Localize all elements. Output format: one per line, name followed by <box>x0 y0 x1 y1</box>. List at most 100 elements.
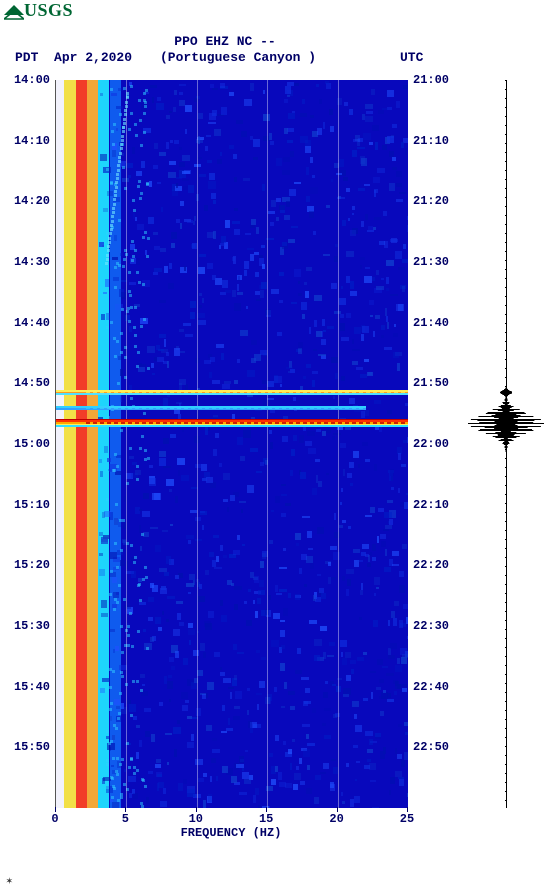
noise-cell <box>373 331 375 337</box>
noise-cell <box>175 575 179 578</box>
noise-cell <box>340 640 347 647</box>
noise-cell <box>253 157 258 160</box>
noise-cell <box>306 167 309 175</box>
event-speck <box>254 391 258 393</box>
noise-cell <box>369 300 374 305</box>
wisp-dot <box>122 130 125 133</box>
noise-cell <box>269 753 272 757</box>
noise-cell <box>248 721 252 728</box>
noise-cell <box>353 139 360 142</box>
noise-cell <box>388 655 396 659</box>
noise-cell <box>372 544 376 551</box>
noise-cell <box>216 776 218 782</box>
noise-cell <box>306 788 311 794</box>
noise-cell <box>133 326 136 329</box>
noise-cell <box>112 577 118 583</box>
noise-cell <box>397 754 402 759</box>
wisp-dot <box>120 143 123 146</box>
noise-cell <box>142 511 150 517</box>
noise-cell <box>208 122 216 124</box>
noise-cell <box>138 367 145 372</box>
seismogram-sample <box>505 467 507 468</box>
noise-cell <box>308 448 316 453</box>
noise-cell <box>288 113 296 119</box>
noise-cell <box>315 597 320 601</box>
wisp-dot <box>110 228 113 231</box>
seismogram-sample <box>505 197 507 198</box>
noise-cell <box>401 464 406 467</box>
noise-cell <box>304 584 307 586</box>
noise-cell <box>106 730 109 733</box>
event-speck <box>121 407 125 409</box>
noise-cell <box>378 110 385 114</box>
xtick-label: 20 <box>329 812 343 826</box>
noise-cell <box>306 364 310 368</box>
noise-cell <box>298 293 302 296</box>
noise-cell <box>119 692 122 695</box>
noise-cell <box>158 349 164 351</box>
noise-cell <box>391 611 395 618</box>
noise-cell <box>350 483 352 486</box>
noise-cell <box>101 600 108 608</box>
noise-cell <box>141 778 144 781</box>
noise-cell <box>106 736 108 739</box>
ytick-right: 22:20 <box>413 558 455 572</box>
ytick-left: 15:20 <box>10 558 50 572</box>
noise-cell <box>371 89 375 95</box>
noise-cell <box>275 496 280 503</box>
usgs-logo: USGS <box>4 0 73 21</box>
event-speck <box>317 391 321 393</box>
noise-cell <box>133 793 138 799</box>
noise-cell <box>128 271 131 274</box>
noise-cell <box>290 369 295 373</box>
noise-cell <box>293 397 296 401</box>
noise-cell <box>129 447 132 450</box>
noise-cell <box>116 757 119 760</box>
noise-cell <box>271 640 279 647</box>
noise-cell <box>287 140 292 144</box>
noise-cell <box>386 316 389 322</box>
event-speck <box>303 391 307 393</box>
noise-cell <box>213 449 217 456</box>
noise-cell <box>396 199 403 202</box>
noise-cell <box>302 314 304 319</box>
noise-cell <box>237 284 239 291</box>
wisp-dot <box>123 122 126 125</box>
noise-cell <box>403 244 406 249</box>
noise-cell <box>339 525 343 527</box>
ytick-right: 21:30 <box>413 255 455 269</box>
xtick-label: 10 <box>189 812 203 826</box>
event-speck <box>359 391 363 393</box>
wisp-dot <box>118 160 121 163</box>
noise-cell <box>290 470 294 477</box>
noise-cell <box>109 708 112 711</box>
noise-cell <box>228 687 234 689</box>
noise-cell <box>186 583 194 587</box>
noise-cell <box>303 376 306 379</box>
noise-cell <box>303 427 306 431</box>
noise-cell <box>368 555 370 562</box>
event-speck <box>394 391 398 393</box>
noise-cell <box>114 355 117 358</box>
seismogram-sample <box>505 746 507 747</box>
noise-cell <box>396 183 402 186</box>
noise-cell <box>116 340 119 343</box>
noise-cell <box>348 526 351 529</box>
noise-cell <box>124 605 131 609</box>
noise-cell <box>357 147 365 149</box>
event-speck <box>114 391 118 393</box>
noise-cell <box>131 645 134 648</box>
noise-cell <box>178 783 183 791</box>
wisp-dot <box>114 190 117 193</box>
noise-cell <box>112 670 115 673</box>
noise-cell <box>140 689 143 692</box>
ytick-right: 22:30 <box>413 619 455 633</box>
seismogram-sample <box>505 431 507 432</box>
noise-cell <box>300 113 307 117</box>
noise-cell <box>323 330 326 332</box>
noise-cell <box>161 207 163 212</box>
noise-cell <box>154 143 158 150</box>
xtick-mark <box>407 807 408 812</box>
event-speck <box>198 391 202 393</box>
wisp-dot <box>110 224 113 227</box>
